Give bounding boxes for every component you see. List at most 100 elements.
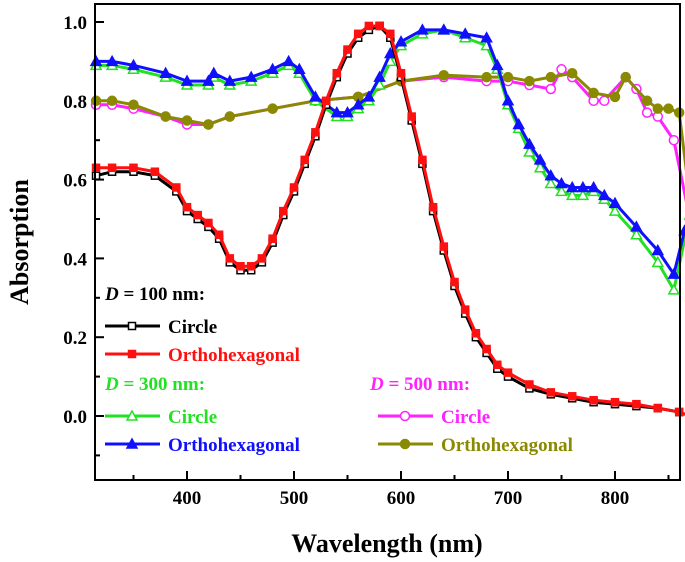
- data-point: [668, 134, 680, 146]
- data-point: [458, 27, 472, 39]
- y-tick-label: 0.2: [63, 328, 87, 349]
- data-point: [399, 438, 411, 450]
- data-point: [493, 360, 502, 370]
- data-point: [364, 21, 374, 31]
- legend-label: Orthohexagonal: [168, 435, 300, 456]
- data-point: [257, 254, 267, 263]
- data-point: [182, 202, 192, 212]
- data-point: [311, 128, 320, 137]
- legend-label: Orthohexagonal: [441, 435, 573, 456]
- data-point: [351, 98, 365, 110]
- data-point: [524, 75, 535, 87]
- data-point: [224, 111, 236, 122]
- data-point: [512, 117, 525, 130]
- legend-label: Circle: [168, 317, 217, 338]
- data-point: [545, 83, 557, 95]
- data-point: [300, 155, 309, 165]
- data-point: [266, 62, 279, 75]
- data-point: [545, 71, 557, 83]
- data-point: [309, 90, 322, 102]
- data-point: [386, 29, 395, 39]
- y-tick-label: 0.4: [63, 249, 87, 270]
- data-point: [523, 145, 536, 157]
- data-point: [566, 67, 578, 79]
- data-point: [544, 169, 558, 181]
- data-point: [523, 137, 536, 149]
- x-tick-label: 400: [173, 488, 202, 509]
- data-point: [159, 66, 172, 78]
- data-point: [608, 204, 622, 216]
- data-point: [588, 87, 599, 99]
- series-circle-2: [89, 23, 685, 295]
- data-point: [663, 103, 674, 114]
- x-tick-label: 800: [601, 488, 630, 509]
- data-point: [599, 95, 610, 107]
- data-point: [651, 255, 665, 268]
- data-point: [399, 410, 411, 422]
- data-point: [330, 106, 344, 118]
- data-point: [375, 21, 384, 31]
- data-point: [343, 45, 352, 54]
- legend: D = 100 nm: Circle Orthohexagonal D = 300 n…: [104, 284, 573, 456]
- data-point: [236, 262, 245, 271]
- x-tick-label: 700: [494, 488, 523, 509]
- data-point: [106, 95, 118, 107]
- data-point: [565, 180, 579, 193]
- y-tick-label: 0.6: [63, 171, 87, 192]
- data-point: [193, 210, 202, 220]
- data-point: [293, 62, 306, 75]
- data-point: [91, 171, 101, 180]
- data-point: [450, 277, 459, 287]
- data-point: [418, 155, 427, 165]
- x-tick-label: 500: [280, 488, 309, 509]
- data-point: [105, 54, 119, 67]
- data-point: [533, 161, 547, 173]
- data-point: [180, 74, 194, 86]
- data-point: [491, 58, 504, 71]
- data-point: [90, 95, 102, 107]
- data-point: [282, 54, 295, 67]
- x-axis-label: Wavelength (nm): [291, 529, 482, 558]
- data-point: [652, 103, 664, 114]
- legend-label: Circle: [441, 407, 490, 428]
- legend-group-title: D = 300 nm:: [104, 374, 205, 395]
- data-point: [225, 254, 235, 263]
- data-point: [203, 119, 214, 130]
- data-point: [546, 388, 556, 397]
- data-point: [598, 188, 611, 201]
- plot-frame: [94, 3, 681, 481]
- series-orthohexagonal-3: [89, 23, 685, 279]
- data-point: [502, 71, 514, 83]
- series-line: [96, 28, 685, 278]
- data-point: [555, 176, 568, 189]
- y-axis-label: Absorption: [5, 179, 34, 305]
- data-point: [641, 95, 653, 107]
- legend-label: Orthohexagonal: [168, 345, 300, 366]
- data-point: [471, 329, 481, 338]
- data-point: [107, 163, 117, 173]
- data-point: [373, 70, 386, 82]
- data-point: [223, 74, 237, 86]
- data-point: [641, 107, 653, 118]
- data-point: [544, 176, 558, 189]
- data-point: [321, 96, 331, 106]
- data-point: [503, 368, 513, 377]
- data-point: [246, 262, 256, 271]
- data-point: [653, 403, 663, 413]
- data-point: [533, 153, 547, 165]
- data-point: [125, 437, 139, 449]
- data-point: [127, 58, 140, 71]
- y-tick-label: 0.8: [63, 92, 87, 113]
- data-point: [620, 71, 631, 83]
- data-point: [204, 218, 213, 228]
- data-point: [353, 29, 363, 39]
- x-tick-label: 600: [387, 488, 416, 509]
- data-point: [576, 188, 590, 201]
- data-point: [437, 23, 451, 35]
- data-point: [632, 399, 641, 409]
- data-point: [439, 242, 449, 251]
- data-point: [384, 46, 397, 59]
- data-point: [394, 35, 408, 47]
- data-point: [667, 283, 681, 295]
- series-line: [96, 28, 685, 295]
